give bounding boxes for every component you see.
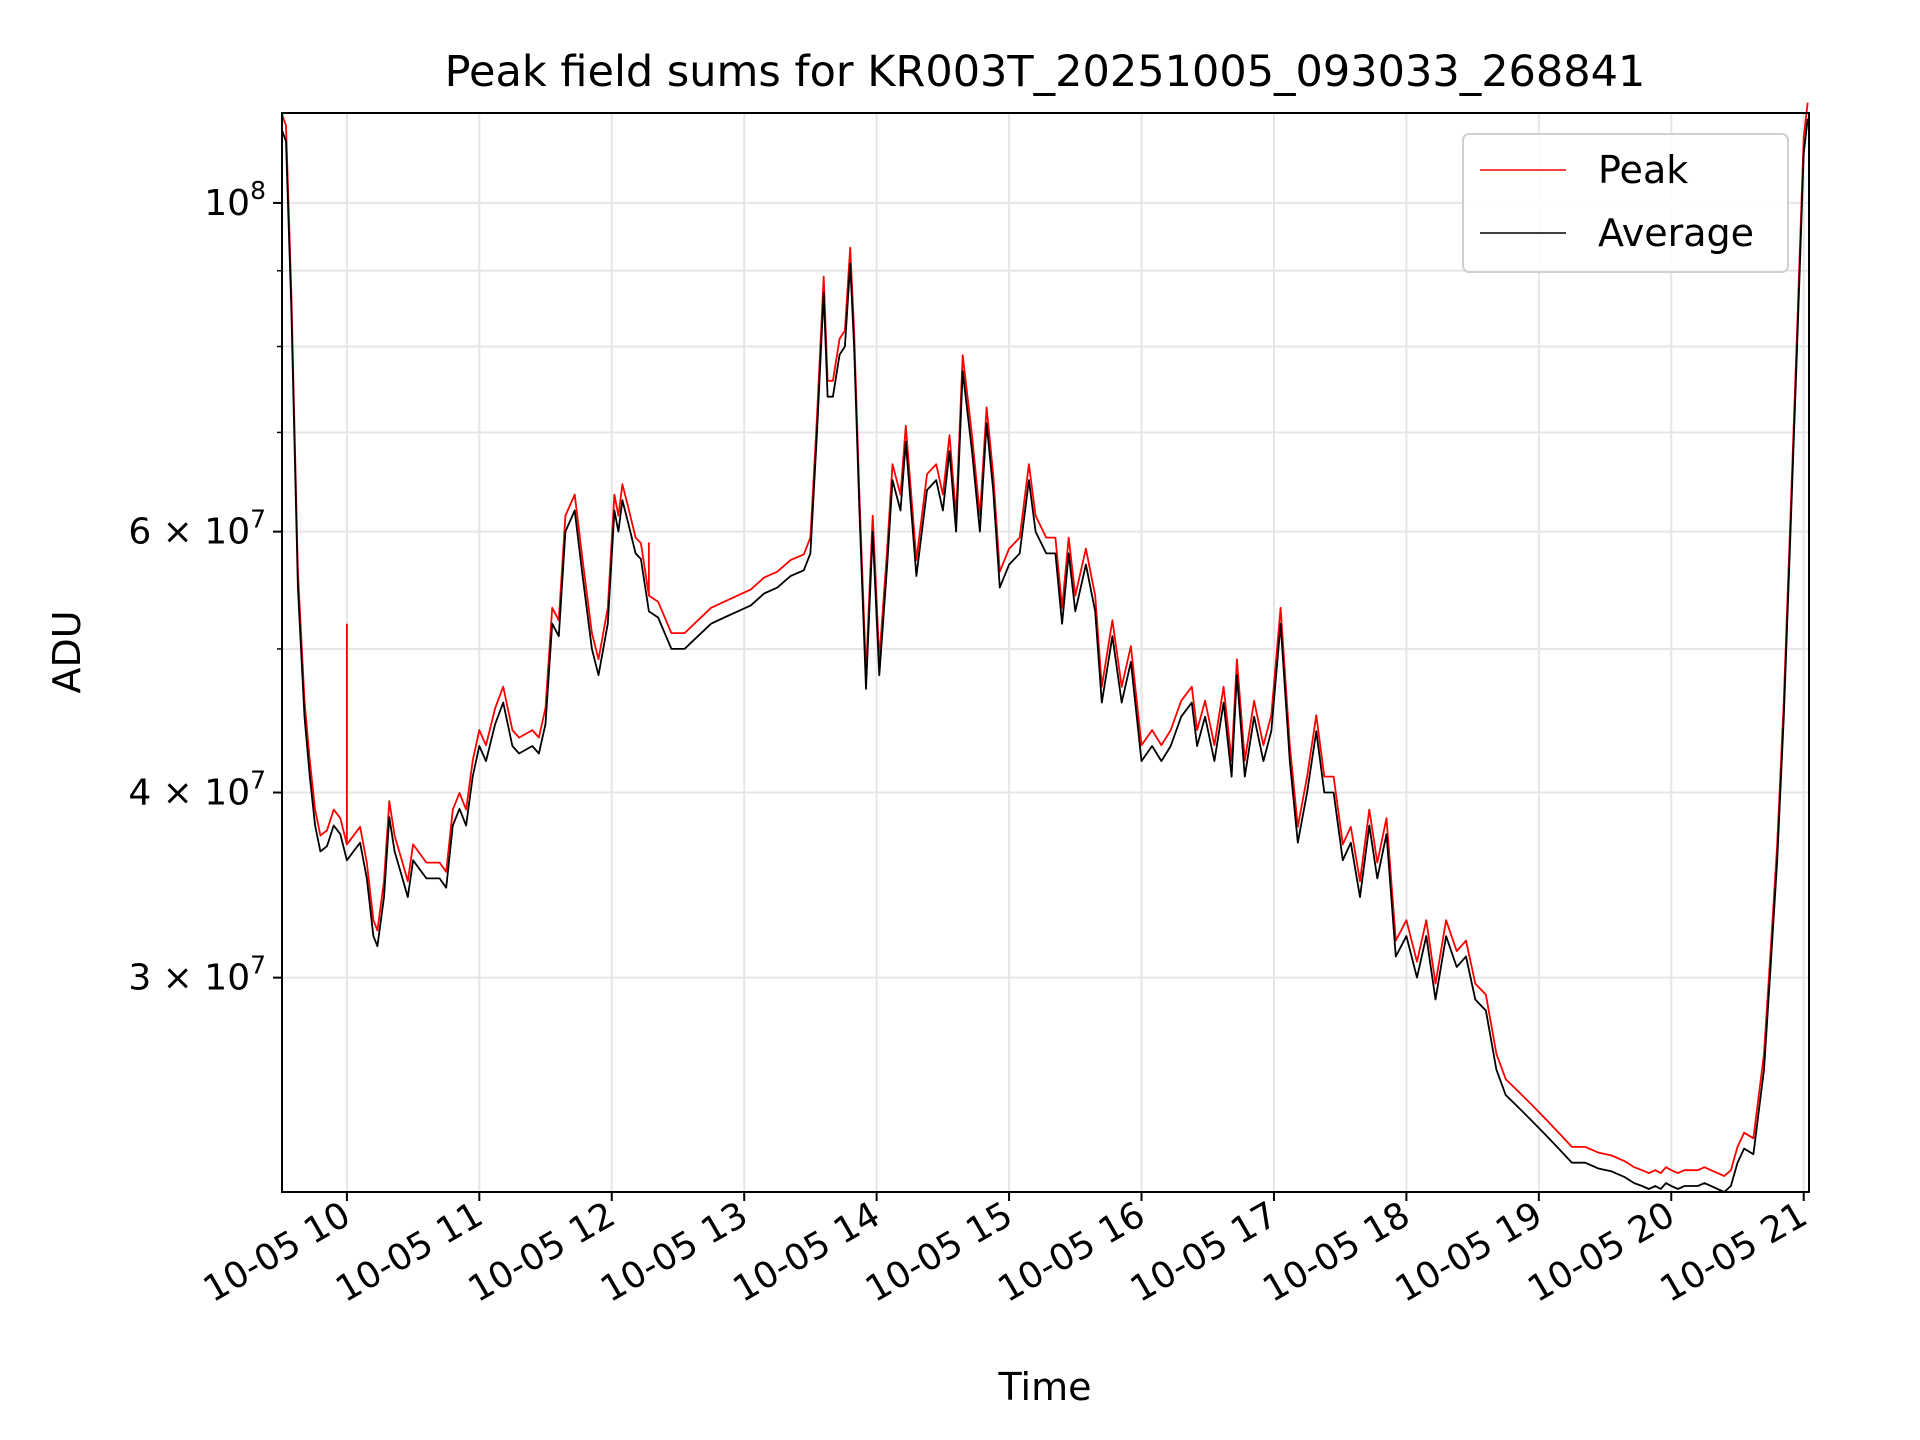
legend-label-average: Average	[1598, 211, 1754, 255]
legend-box	[1462, 133, 1789, 273]
y-tick-exponent: 7	[250, 505, 266, 534]
legend: Peak Average	[1462, 133, 1789, 273]
y-tick-base: 3 × 10	[128, 958, 250, 999]
y-tick-exponent: 7	[250, 951, 266, 980]
y-tick-base: 10	[204, 183, 250, 224]
series-lines	[281, 102, 1809, 1193]
y-tick-label: 108	[204, 176, 266, 224]
y-tick-label: 4 × 107	[128, 766, 266, 814]
x-axis-label: Time	[998, 1365, 1092, 1409]
y-tick-exponent: 7	[250, 766, 266, 795]
y-tick-label: 3 × 107	[128, 951, 266, 999]
y-tick-label: 6 × 107	[128, 505, 266, 553]
y-axis-label: ADU	[45, 610, 89, 693]
chart-title: Peak field sums for KR003T_20251005_0930…	[445, 47, 1646, 97]
y-tick-exponent: 8	[250, 176, 266, 205]
plot-area-frame	[281, 112, 1810, 1193]
legend-label-peak: Peak	[1598, 148, 1688, 192]
y-tick-base: 6 × 10	[128, 512, 250, 553]
y-tick-base: 4 × 10	[128, 773, 250, 814]
series-line-average	[281, 118, 1809, 1193]
series-line-peak	[281, 102, 1809, 1177]
